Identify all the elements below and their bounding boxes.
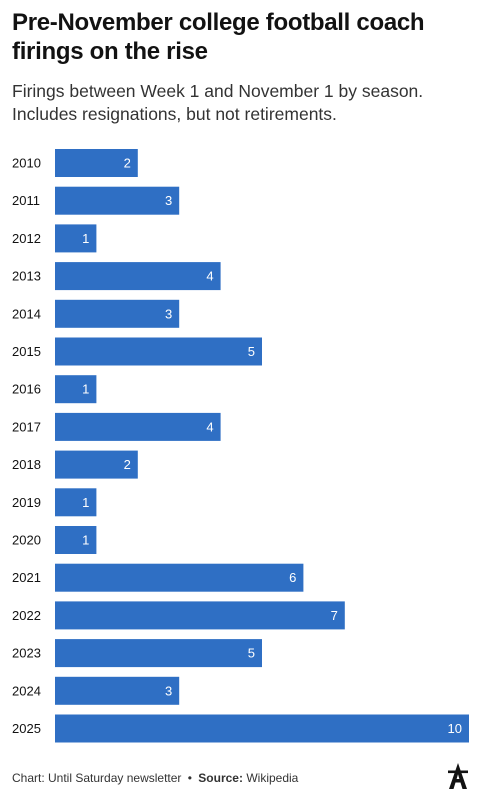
bar-value-label: 10 <box>448 721 462 736</box>
bar-value-label: 6 <box>289 570 296 585</box>
bar <box>55 488 97 517</box>
y-tick-label: 2017 <box>12 419 41 434</box>
bar <box>55 526 97 554</box>
source-value: Wikipedia <box>246 771 299 785</box>
y-tick-label: 2024 <box>12 683 41 698</box>
y-tick-label: 2022 <box>12 608 41 623</box>
y-tick-label: 2011 <box>12 193 40 208</box>
bar-value-label: 5 <box>248 344 255 359</box>
the-athletic-logo-icon <box>448 763 468 789</box>
bar-value-label: 2 <box>124 156 131 171</box>
bar-value-label: 1 <box>82 533 89 548</box>
bar <box>55 412 221 441</box>
bar <box>55 337 262 366</box>
chart-footer: Chart: Until Saturday newsletter • Sourc… <box>12 771 298 785</box>
y-tick-label: 2025 <box>12 721 41 736</box>
y-tick-label: 2014 <box>12 306 41 321</box>
y-tick-label: 2012 <box>12 231 41 246</box>
bar <box>55 149 138 177</box>
chart-credit: Chart: Until Saturday newsletter <box>12 771 182 785</box>
y-tick-label: 2020 <box>12 533 41 548</box>
y-tick-label: 2015 <box>12 344 41 359</box>
bar-value-label: 3 <box>165 193 172 208</box>
bar <box>55 601 345 630</box>
bar <box>55 714 469 743</box>
bar <box>55 676 180 705</box>
y-tick-label: 2018 <box>12 457 41 472</box>
bar <box>55 639 262 668</box>
chart-title: Pre-November college football coach firi… <box>12 9 425 65</box>
bar-value-label: 2 <box>124 457 131 472</box>
footer-bullet: • <box>187 771 192 785</box>
bar-value-label: 7 <box>331 608 338 623</box>
bar <box>55 262 221 291</box>
bar-value-label: 1 <box>82 231 89 246</box>
y-tick-label: 2010 <box>12 156 41 171</box>
bar <box>55 450 138 479</box>
bar <box>55 224 97 253</box>
bar <box>55 299 180 328</box>
bar-value-label: 3 <box>165 683 172 698</box>
bar-value-label: 3 <box>165 306 172 321</box>
bar-value-label: 5 <box>248 646 255 661</box>
y-tick-label: 2013 <box>12 269 41 284</box>
bar-value-label: 4 <box>206 269 213 284</box>
y-tick-label: 2023 <box>12 646 41 661</box>
bar-value-label: 1 <box>82 495 89 510</box>
bar-value-label: 4 <box>206 419 213 434</box>
bar <box>55 563 304 592</box>
y-tick-label: 2021 <box>12 570 41 585</box>
source-label: Source: <box>198 771 243 785</box>
bar <box>55 375 97 404</box>
y-tick-label: 2016 <box>12 382 41 397</box>
bar-chart: 2010 2 2011 3 2012 1 2013 4 2014 3 2015 5 2016 1 2017 4… <box>12 149 469 743</box>
bar <box>55 186 180 215</box>
chart-subtitle: Firings between Week 1 and November 1 by… <box>12 81 424 124</box>
y-tick-label: 2019 <box>12 495 41 510</box>
bar-value-label: 1 <box>82 382 89 397</box>
